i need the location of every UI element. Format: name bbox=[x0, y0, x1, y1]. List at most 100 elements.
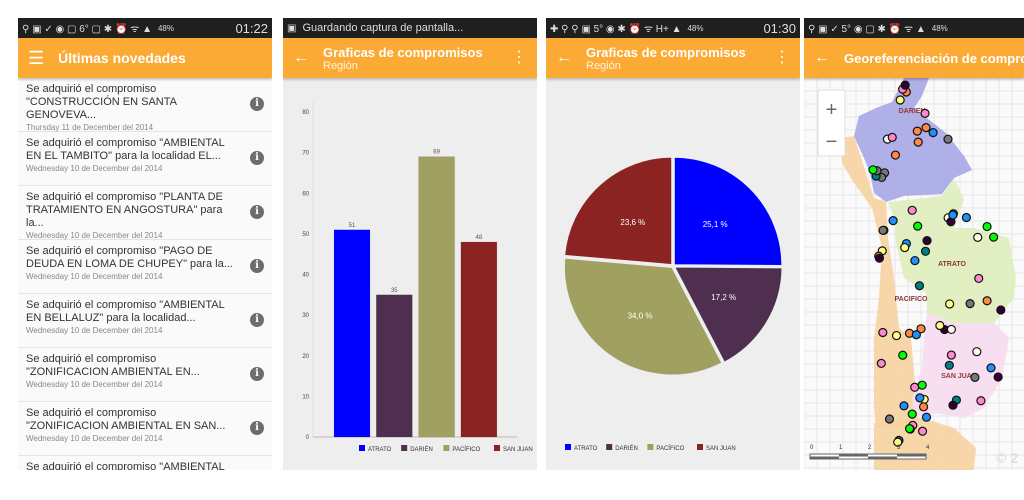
item-date: Wednesday 10 de December del 2014 bbox=[26, 326, 163, 335]
list-item[interactable]: Se adquirió el compromiso "AMBIENTAL EN … bbox=[18, 132, 272, 186]
legend-swatch bbox=[606, 444, 613, 450]
map-marker bbox=[989, 232, 999, 242]
map-marker bbox=[943, 134, 953, 144]
map-marker bbox=[972, 347, 982, 357]
scale-segment bbox=[897, 454, 926, 457]
zoom-out-button[interactable]: − bbox=[826, 131, 838, 153]
clock: 01:22 bbox=[235, 20, 268, 36]
back-arrow-icon[interactable]: ← bbox=[293, 49, 309, 66]
map-marker bbox=[907, 409, 917, 419]
info-icon[interactable]: i bbox=[250, 259, 264, 273]
back-arrow-icon[interactable]: ← bbox=[814, 49, 830, 66]
info-icon[interactable]: i bbox=[250, 367, 264, 381]
item-text: Se adquirió el compromiso "AMBIENTAL bbox=[26, 461, 225, 470]
map-marker bbox=[876, 358, 886, 368]
legend-swatch bbox=[494, 445, 500, 451]
region-label: PACIFICO bbox=[895, 296, 928, 303]
legend-label: SAN JUAN bbox=[503, 447, 533, 453]
status-bar: ▣ Guardando captura de pantalla... bbox=[283, 18, 537, 38]
legend-label: ATRATO bbox=[368, 447, 392, 453]
legend-swatch bbox=[443, 445, 450, 451]
map-marker bbox=[974, 273, 984, 284]
map-marker bbox=[884, 414, 895, 424]
map-marker bbox=[921, 123, 931, 133]
y-tick-label: 50 bbox=[302, 232, 309, 238]
status-bar: ⚲ ▣ ✓ ◉ ▢ 6° ▢ ✱ ⏰ ᯤ ▲ 48% 01:22 bbox=[18, 18, 272, 38]
info-icon[interactable]: i bbox=[250, 97, 264, 111]
info-icon[interactable]: i bbox=[250, 151, 264, 165]
copyright: © 2 bbox=[996, 450, 1018, 466]
map-marker bbox=[913, 221, 923, 231]
list-item[interactable]: Se adquirió el compromiso "AMBIENTAL EN … bbox=[18, 294, 272, 348]
news-list: Se adquirió el compromiso "CONSTRUCCIÓN … bbox=[18, 78, 272, 470]
list-item[interactable]: Se adquirió el compromiso "CONSTRUCCIÓN … bbox=[18, 78, 272, 132]
map-marker bbox=[907, 205, 917, 215]
info-icon[interactable]: i bbox=[250, 421, 264, 435]
page-title: Últimas novedades bbox=[58, 50, 186, 66]
zoom-in-button[interactable]: + bbox=[826, 99, 838, 121]
slice-label: 25,1 % bbox=[703, 220, 728, 229]
map-marker bbox=[982, 221, 992, 232]
pie-slice-darién bbox=[673, 266, 784, 364]
item-text: Se adquirió el compromiso "CONSTRUCCIÓN … bbox=[26, 83, 177, 121]
map-marker bbox=[982, 296, 992, 306]
scale-segment bbox=[839, 454, 868, 457]
legend-label: DARIÉN bbox=[410, 446, 433, 453]
map-marker bbox=[973, 232, 983, 242]
info-icon[interactable]: i bbox=[250, 205, 264, 219]
map-marker bbox=[928, 128, 938, 138]
item-text: Se adquirió el compromiso "PAGO DE DEUDA… bbox=[26, 245, 233, 270]
scale-segment bbox=[868, 456, 897, 459]
map-marker bbox=[920, 246, 931, 256]
hamburger-icon[interactable]: ☰ bbox=[28, 48, 45, 68]
legend-label: SAN JUAN bbox=[706, 446, 736, 452]
map-marker bbox=[948, 400, 958, 410]
page-title: Graficas de compromisos bbox=[323, 44, 483, 60]
scale-segment bbox=[810, 456, 839, 459]
map-marker bbox=[887, 132, 897, 142]
scale-label: 0 bbox=[810, 445, 814, 451]
map-marker bbox=[970, 372, 980, 382]
pie-chart: 25,1 % 17,2 % 34,0 % 23,6 % ATRATO DARIÉN PACÍ… bbox=[563, 156, 784, 452]
region-label: ATRATO bbox=[938, 261, 967, 268]
status-icons: ✚ ⚲ ⚲ ▣ 5° ◉ ✱ ⏰ ᯤ H+ ▲ bbox=[550, 24, 682, 35]
list-item[interactable]: Se adquirió el compromiso "ZONIFICACION … bbox=[18, 348, 272, 402]
back-arrow-icon[interactable]: ← bbox=[556, 49, 572, 66]
y-tick-label: 30 bbox=[302, 313, 309, 319]
map-marker bbox=[946, 324, 957, 335]
map-marker bbox=[868, 165, 878, 175]
item-text: Se adquirió el compromiso "ZONIFICACION … bbox=[26, 407, 226, 432]
map-marker bbox=[900, 80, 910, 90]
more-vert-icon[interactable]: ⋮ bbox=[511, 49, 527, 66]
item-text: Se adquirió el compromiso "AMBIENTAL EN … bbox=[26, 299, 225, 324]
map-marker bbox=[948, 210, 958, 220]
map-marker bbox=[878, 327, 888, 338]
map-marker bbox=[900, 242, 910, 253]
battery-level: 48% bbox=[931, 23, 948, 33]
status-icons: ⚲ ▣ ✓ 5° ◉ ▢ ✱ ⏰ ᯤ ▲ bbox=[808, 24, 926, 35]
slice-label: 17,2 % bbox=[711, 293, 736, 302]
map-marker bbox=[910, 382, 920, 392]
pie-slice-san juan bbox=[563, 156, 673, 266]
y-tick-label: 60 bbox=[302, 191, 309, 197]
bar-pacífico bbox=[418, 156, 455, 438]
list-item[interactable]: Se adquirió el compromiso "PLANTA DE TRA… bbox=[18, 186, 272, 240]
list-item[interactable]: Se adquirió el compromiso "AMBIENTAL bbox=[18, 456, 272, 470]
page-title: Georeferenciación de compromisos bbox=[844, 50, 1024, 66]
more-vert-icon[interactable]: ⋮ bbox=[774, 49, 790, 66]
zoom-control[interactable]: +− bbox=[817, 89, 846, 157]
status-bar: ⚲ ▣ ✓ 5° ◉ ▢ ✱ ⏰ ᯤ ▲ 48% bbox=[804, 18, 1024, 38]
app-bar: ← Graficas de compromisos Región ⋮ bbox=[546, 38, 800, 78]
info-icon[interactable]: i bbox=[250, 313, 264, 327]
list-item[interactable]: Se adquirió el compromiso "PAGO DE DEUDA… bbox=[18, 240, 272, 294]
map-marker bbox=[996, 305, 1006, 315]
map-marker bbox=[911, 330, 921, 340]
list-item[interactable]: Se adquirió el compromiso "ZONIFICACION … bbox=[18, 402, 272, 456]
map-marker bbox=[918, 402, 929, 412]
screen-bar-chart: ▣ Guardando captura de pantalla... ← Gra… bbox=[283, 18, 537, 470]
map-marker bbox=[993, 372, 1003, 382]
y-tick-label: 0 bbox=[306, 435, 310, 441]
clock: 01:30 bbox=[763, 20, 796, 36]
scale-label: 3 bbox=[897, 445, 901, 451]
